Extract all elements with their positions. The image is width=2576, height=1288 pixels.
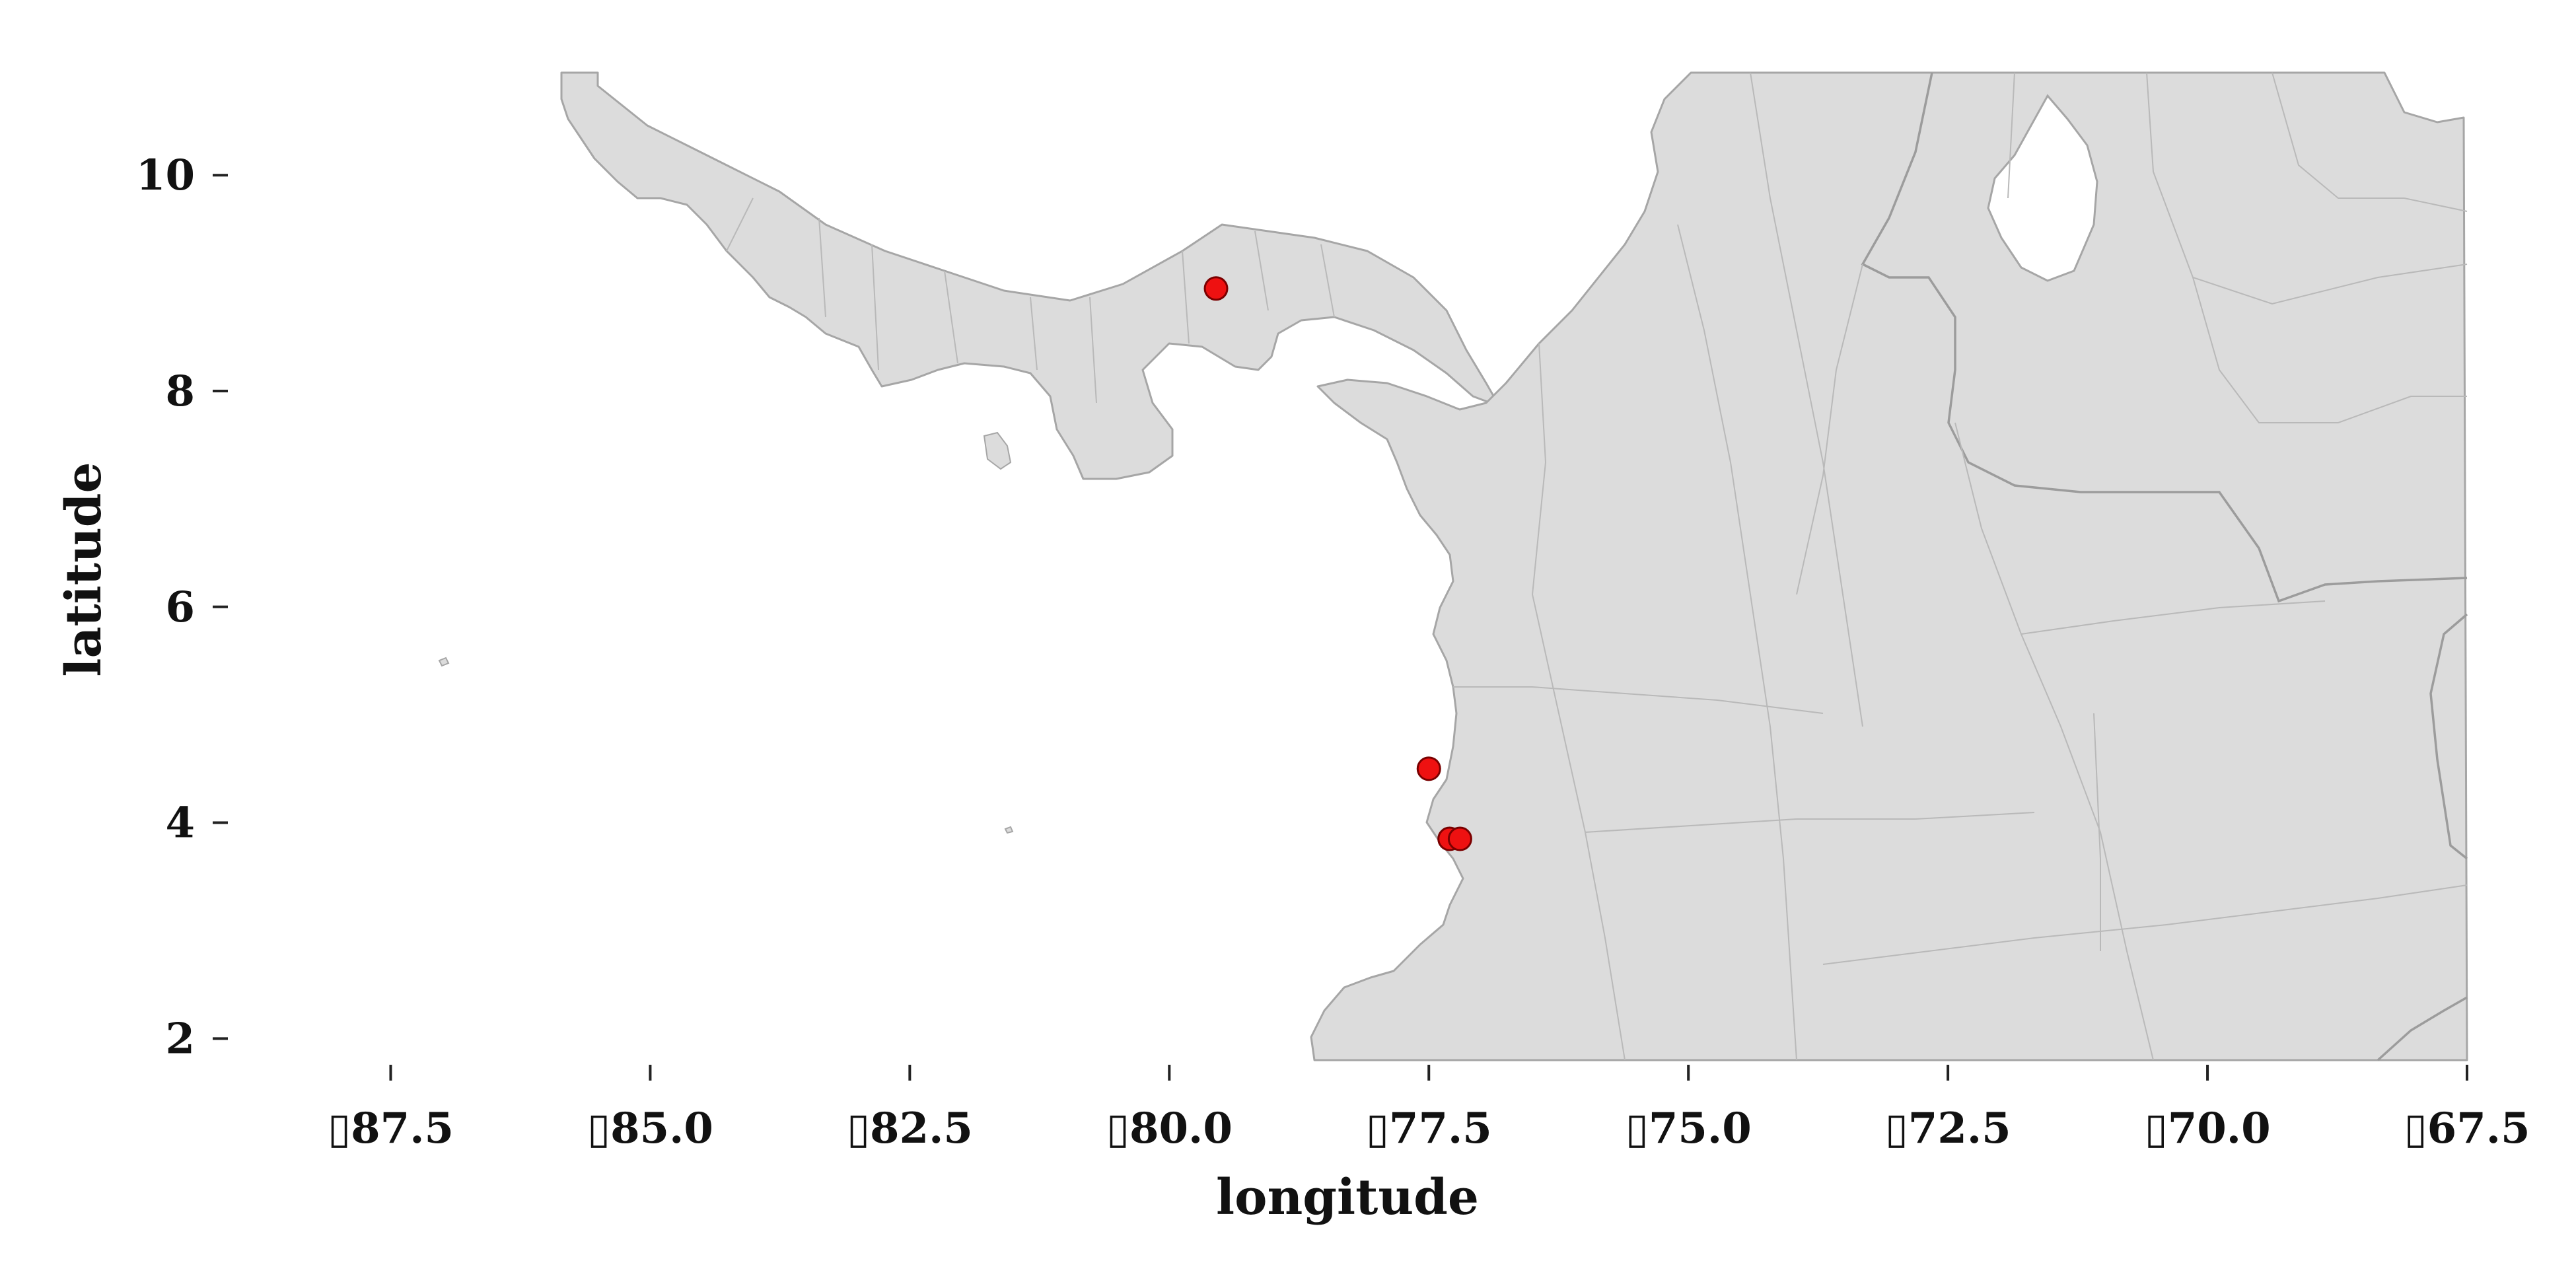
- y-tick-label: 8: [165, 367, 195, 416]
- occurrence-point[interactable]: [1416, 756, 1441, 781]
- x-tick-label: ▯87.5: [328, 1104, 454, 1153]
- admin-lines-colombia: [1453, 72, 2468, 1061]
- x-tick-label: ▯85.0: [587, 1104, 713, 1153]
- admin-lines-central-america: [726, 197, 1335, 404]
- points-layer: [1203, 276, 1472, 851]
- islet-malpelo: [1004, 826, 1014, 834]
- basemap: [438, 71, 1501, 834]
- occurrence-point[interactable]: [1203, 276, 1229, 301]
- x-axis: ▯87.5 ▯85.0 ▯82.5 ▯80.0 ▯77.5 ▯75.0 ▯72.5 ▯70.0…: [328, 1065, 2530, 1153]
- border-colombia-venezuela-south: [2429, 613, 2468, 860]
- border-south: [2377, 996, 2468, 1061]
- land-south-america: [1310, 71, 2468, 1061]
- y-axis-title: latitude: [55, 462, 112, 676]
- occurrence-point[interactable]: [1447, 826, 1472, 851]
- x-tick-label: ▯72.5: [1885, 1104, 2011, 1153]
- lake-maracaibo: [1987, 94, 2098, 282]
- y-tick-label: 6: [165, 583, 195, 632]
- x-tick-label: ▯80.0: [1106, 1104, 1233, 1153]
- y-tick-label: 4: [165, 799, 195, 848]
- x-tick-label: ▯77.5: [1366, 1104, 1492, 1153]
- basemap-south-america: [1310, 71, 2468, 1061]
- x-tick-label: ▯75.0: [1626, 1104, 1752, 1153]
- x-tick-label: ▯67.5: [2404, 1104, 2530, 1153]
- islet-cocos: [438, 657, 450, 667]
- x-tick-label: ▯82.5: [847, 1104, 973, 1153]
- y-tick-label: 2: [165, 1014, 195, 1063]
- y-tick-label: 10: [136, 151, 195, 200]
- y-axis: 10 8 6 4 2: [136, 151, 228, 1063]
- x-tick-label: ▯70.0: [2145, 1104, 2271, 1153]
- land-central-america: [560, 71, 1501, 480]
- islet-coiba: [983, 431, 1012, 470]
- x-axis-title: longitude: [1216, 1169, 1479, 1226]
